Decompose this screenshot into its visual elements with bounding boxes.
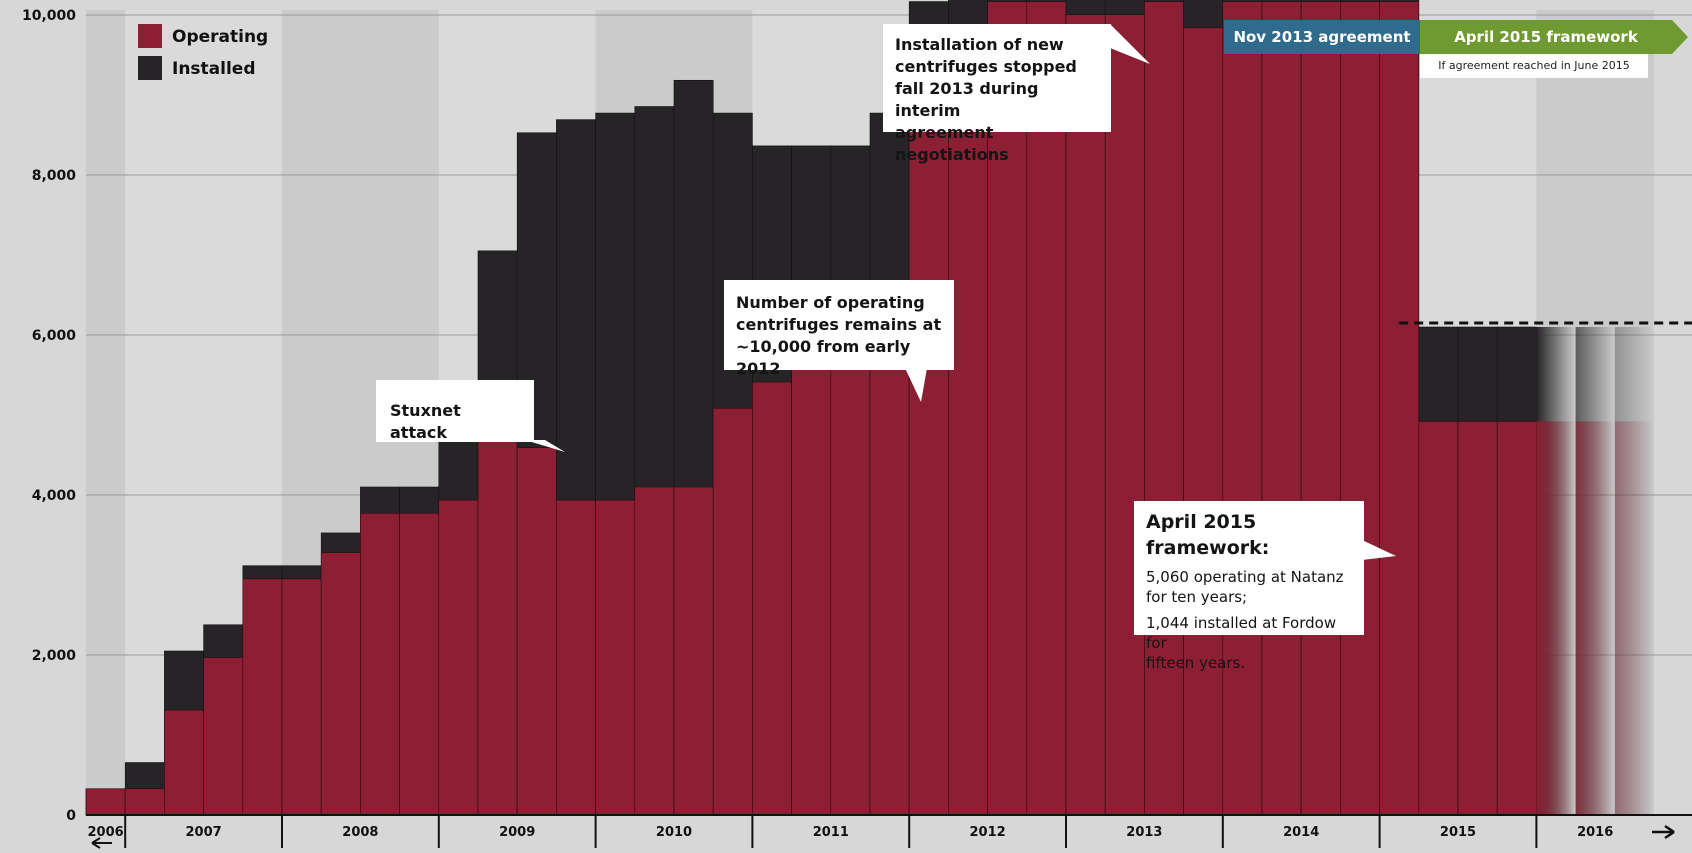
x-year-label: 2011 xyxy=(813,825,849,840)
y-tick-label: 0 xyxy=(66,808,76,824)
operating-bar xyxy=(634,486,675,816)
operating-bar xyxy=(281,578,322,816)
operating-bar xyxy=(477,421,518,816)
operating-bar xyxy=(1222,1,1263,816)
operating-bar xyxy=(124,788,165,816)
operating-bar xyxy=(1379,1,1420,816)
operating-bar xyxy=(242,578,283,816)
stuxnet-callout-text: Stuxnet attack xyxy=(390,401,461,442)
legend-swatch xyxy=(138,56,162,80)
installation-callout-line: agreement negotiations xyxy=(895,123,1009,164)
operating-bar xyxy=(595,499,636,816)
installation-pointer xyxy=(1110,24,1150,64)
operating-bar xyxy=(752,381,792,816)
operating-bar xyxy=(1183,27,1224,816)
operating-bar xyxy=(1026,1,1067,816)
year-band xyxy=(86,10,126,815)
legend-swatch xyxy=(138,24,162,48)
x-year-label: 2013 xyxy=(1126,825,1162,840)
operating-bar xyxy=(1614,421,1654,815)
framework-callout-natanz: 5,060 operating at Natanz for ten years; xyxy=(1146,567,1352,607)
operating-bar xyxy=(1104,14,1145,816)
operating-bar xyxy=(1340,1,1380,816)
operating-callout-line: ~10,000 from early 2012 xyxy=(736,337,911,378)
operating-bar xyxy=(869,289,910,816)
operating-callout-line: centrifuges remains at xyxy=(736,315,942,334)
operating-bar xyxy=(516,447,557,816)
x-year-label: 2012 xyxy=(970,825,1006,840)
nov-2013-agreement-banner: Nov 2013 agreement xyxy=(1224,20,1420,54)
x-year-label: 2015 xyxy=(1440,825,1476,840)
operating-bar xyxy=(1496,421,1537,816)
operating-bar xyxy=(320,552,361,816)
framework-callout-fordow-line: fifteen years. xyxy=(1146,654,1246,672)
operating-bar xyxy=(1418,421,1459,816)
operating-pointer xyxy=(905,368,927,402)
installation-callout-line: centrifuges stopped xyxy=(895,57,1077,76)
operating-bar xyxy=(1457,421,1498,816)
operating-bar xyxy=(1065,14,1106,816)
operating-bar xyxy=(556,499,596,816)
operating-callout-line: Number of operating xyxy=(736,293,925,312)
framework-callout-fordow: 1,044 installed at Fordow for fifteen ye… xyxy=(1146,613,1352,673)
y-tick-label: 8,000 xyxy=(32,168,77,184)
y-tick-label: 4,000 xyxy=(32,488,77,504)
legend-label: Operating xyxy=(172,27,268,47)
operating-bar xyxy=(673,486,714,816)
installation-callout-line: fall 2013 during interim xyxy=(895,79,1039,120)
framework-callout-natanz-line: 5,060 operating at Natanz xyxy=(1146,568,1344,586)
framework-callout-title: April 2015 framework: xyxy=(1146,511,1270,559)
framework-callout-fordow-line: 1,044 installed at Fordow for xyxy=(1146,614,1337,652)
april-banner-arrow xyxy=(1672,20,1688,54)
operating-bar xyxy=(830,329,871,816)
operating-bar xyxy=(791,329,832,816)
x-year-label: 2010 xyxy=(656,825,692,840)
banner-note: If agreement reached in June 2015 xyxy=(1420,54,1648,78)
operating-bar xyxy=(360,512,400,816)
installation-callout: Installation of new centrifuges stopped … xyxy=(883,24,1111,164)
framework-callout: April 2015 framework: 5,060 operating at… xyxy=(1134,501,1364,672)
operating-bar xyxy=(1144,1,1184,816)
x-year-label: 2006 xyxy=(88,825,124,840)
x-year-label: 2014 xyxy=(1283,825,1319,840)
framework-pointer xyxy=(1362,540,1396,560)
y-tick-label: 2,000 xyxy=(32,648,77,664)
operating-bar xyxy=(399,512,440,816)
operating-bar xyxy=(164,709,204,816)
x-year-label: 2016 xyxy=(1577,825,1613,840)
operating-bar xyxy=(1261,1,1302,816)
operating-bar xyxy=(438,499,479,816)
x-year-label: 2008 xyxy=(342,825,378,840)
stuxnet-callout: Stuxnet attack xyxy=(376,380,534,442)
y-tick-label: 10,000 xyxy=(22,8,76,24)
left-arrow-icon xyxy=(91,837,112,849)
operating-bar xyxy=(908,27,949,816)
april-2015-framework-banner: April 2015 framework xyxy=(1420,20,1672,54)
x-year-label: 2009 xyxy=(499,825,535,840)
operating-bar xyxy=(203,657,244,816)
operating-bar xyxy=(85,788,126,816)
operating-bar xyxy=(1300,1,1341,816)
y-tick-label: 6,000 xyxy=(32,328,77,344)
operating-bar xyxy=(712,407,753,816)
operating-callout: Number of operating centrifuges remains … xyxy=(724,280,954,378)
operating-bar xyxy=(987,1,1028,816)
operating-bar xyxy=(1575,421,1615,815)
legend-label: Installed xyxy=(172,59,256,79)
stuxnet-pointer xyxy=(525,440,565,452)
installation-callout-line: Installation of new xyxy=(895,35,1064,54)
right-arrow-icon xyxy=(1652,824,1675,840)
framework-callout-natanz-line: for ten years; xyxy=(1146,588,1248,606)
operating-bar xyxy=(1536,421,1576,815)
x-year-label: 2007 xyxy=(186,825,222,840)
